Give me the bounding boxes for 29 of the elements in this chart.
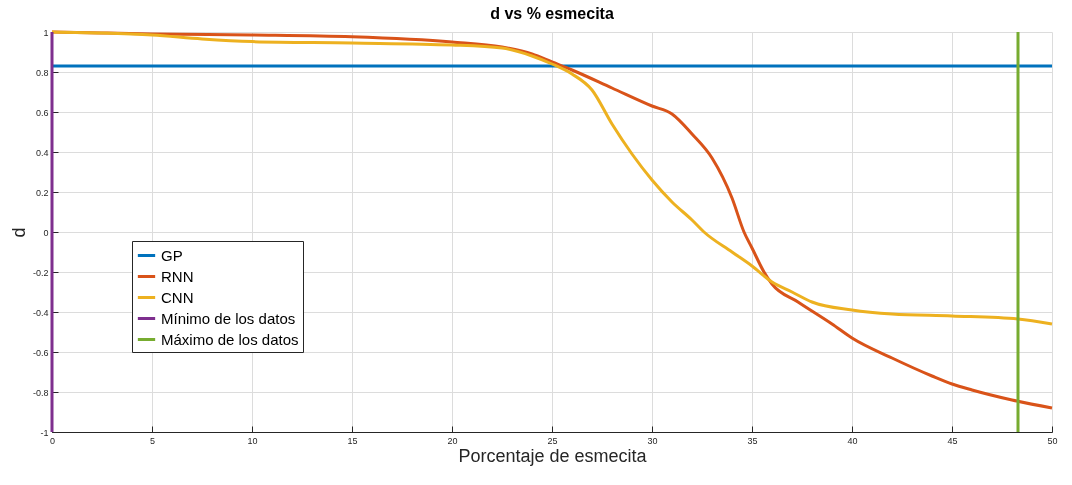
x-tick-label: 45 (947, 435, 958, 446)
x-tick-label: 15 (347, 435, 358, 446)
x-tick-label: 50 (1047, 435, 1058, 446)
x-tick-label: 5 (149, 435, 156, 446)
y-tick-label: 1 (43, 27, 49, 38)
y-tick-label: -0.8 (32, 387, 49, 398)
y-tick-label: -0.4 (32, 307, 49, 318)
y-tick-label: 0.4 (35, 147, 49, 158)
x-tick-label: 35 (747, 435, 758, 446)
y-tick-label: 0.2 (35, 187, 49, 198)
legend-label: Mínimo de los datos (161, 309, 296, 327)
legend-label: CNN (161, 288, 194, 306)
y-tick-label: 0.6 (35, 107, 49, 118)
y-axis-title: d (8, 227, 29, 238)
x-tick-label: 20 (447, 435, 458, 446)
y-tick-label: 0 (43, 227, 49, 238)
x-tick-label: 25 (547, 435, 558, 446)
y-tick-label: -0.6 (32, 347, 49, 358)
y-tick-label: 0.8 (35, 67, 49, 78)
x-axis-title: Porcentaje de esmecita (458, 445, 648, 466)
chart-title: d vs % esmecita (490, 5, 614, 22)
legend-label: GP (161, 246, 183, 264)
x-tick-label: 30 (647, 435, 658, 446)
y-tick-label: -1 (40, 427, 49, 438)
legend-label: RNN (161, 267, 194, 285)
y-tick-label: -0.2 (32, 267, 49, 278)
x-tick-label: 10 (247, 435, 258, 446)
legend-label: Máximo de los datos (161, 330, 299, 348)
x-tick-label: 40 (847, 435, 858, 446)
